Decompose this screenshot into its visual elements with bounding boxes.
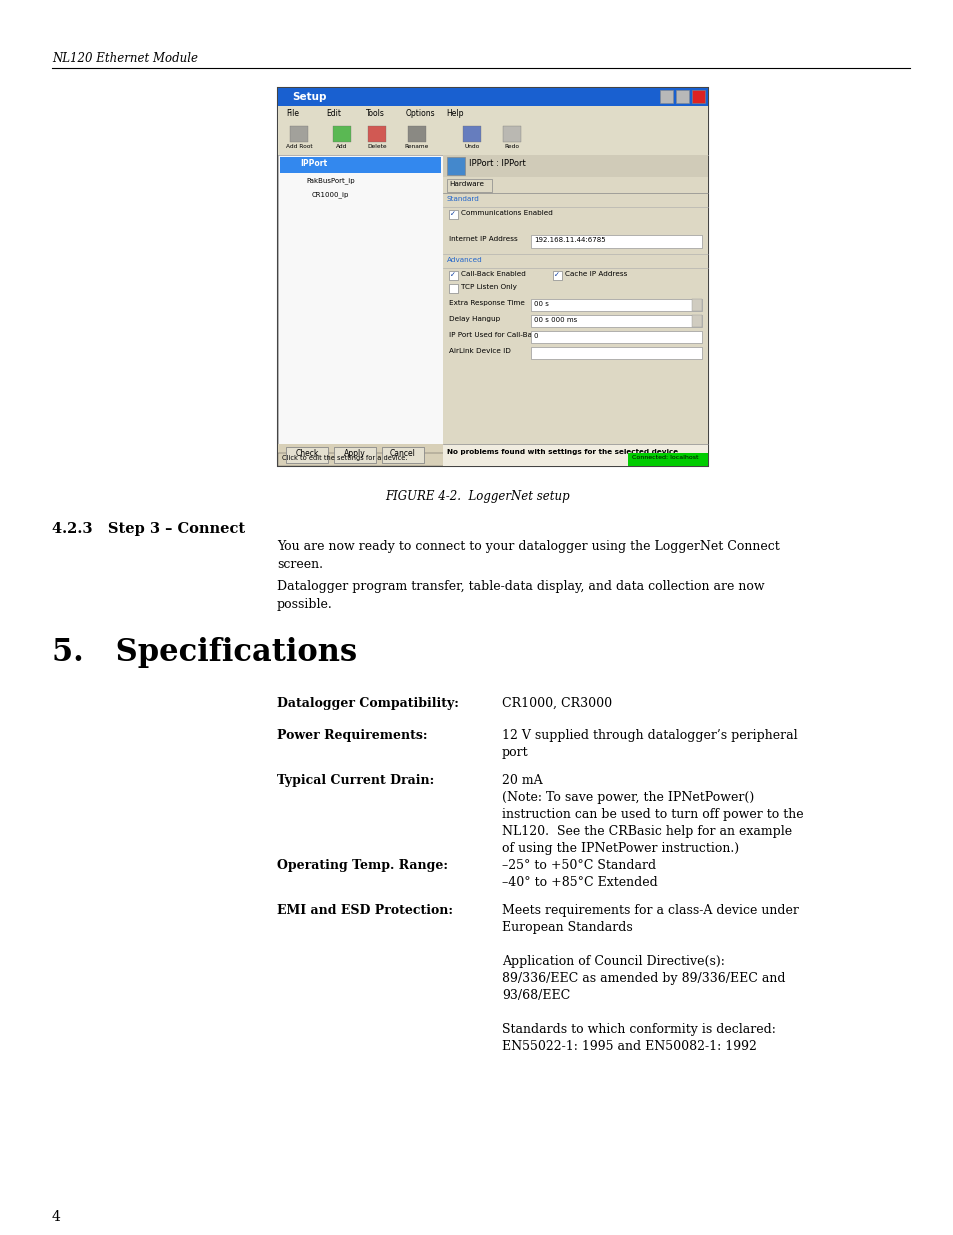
Text: Add: Add bbox=[336, 144, 347, 149]
Text: Edit: Edit bbox=[326, 109, 340, 119]
Bar bbox=[277, 88, 707, 106]
Bar bbox=[286, 447, 328, 463]
Bar bbox=[442, 156, 707, 177]
Bar bbox=[502, 126, 520, 142]
Text: Call-Back Enabled: Call-Back Enabled bbox=[460, 270, 525, 277]
Bar bbox=[553, 270, 561, 280]
Bar bbox=[280, 157, 440, 173]
Bar bbox=[691, 90, 704, 103]
Text: Rename: Rename bbox=[404, 144, 429, 149]
Text: Hardware: Hardware bbox=[449, 182, 483, 186]
Bar bbox=[447, 179, 492, 191]
Text: –25° to +50°C Standard
–40° to +85°C Extended: –25° to +50°C Standard –40° to +85°C Ext… bbox=[501, 860, 657, 889]
Text: Delete: Delete bbox=[367, 144, 386, 149]
Bar bbox=[531, 331, 701, 343]
Text: 0: 0 bbox=[534, 333, 537, 338]
Bar bbox=[442, 156, 707, 445]
Text: File: File bbox=[286, 109, 298, 119]
Text: Communications Enabled: Communications Enabled bbox=[460, 210, 553, 216]
Text: Undo: Undo bbox=[464, 144, 479, 149]
Text: You are now ready to connect to your datalogger using the LoggerNet Connect
scre: You are now ready to connect to your dat… bbox=[276, 540, 779, 571]
Text: IPPort: IPPort bbox=[299, 159, 327, 168]
Text: EMI and ESD Protection:: EMI and ESD Protection: bbox=[276, 904, 453, 918]
Bar bbox=[449, 210, 457, 219]
Text: ✓: ✓ bbox=[450, 272, 456, 278]
Text: Typical Current Drain:: Typical Current Drain: bbox=[276, 773, 434, 787]
Text: Click to edit the settings for a device.: Click to edit the settings for a device. bbox=[282, 454, 407, 461]
Text: 12 V supplied through datalogger’s peripheral
port: 12 V supplied through datalogger’s perip… bbox=[501, 729, 797, 758]
Text: 4.2.3   Step 3 – Connect: 4.2.3 Step 3 – Connect bbox=[52, 522, 245, 536]
Text: 192.168.11.44:6785: 192.168.11.44:6785 bbox=[534, 237, 605, 243]
Text: NL120 Ethernet Module: NL120 Ethernet Module bbox=[52, 52, 198, 65]
Bar bbox=[290, 126, 308, 142]
Text: Datalogger Compatibility:: Datalogger Compatibility: bbox=[276, 697, 458, 710]
Text: Advanced: Advanced bbox=[447, 257, 482, 263]
Bar bbox=[531, 315, 701, 327]
Text: Meets requirements for a class-A device under
European Standards

Application of: Meets requirements for a class-A device … bbox=[501, 904, 798, 1053]
Text: Extra Response Time: Extra Response Time bbox=[449, 300, 524, 306]
Text: Setup: Setup bbox=[292, 91, 326, 103]
Text: Power Requirements:: Power Requirements: bbox=[276, 729, 427, 741]
Text: Operating Temp. Range:: Operating Temp. Range: bbox=[276, 860, 448, 872]
Text: TCP Listen Only: TCP Listen Only bbox=[460, 284, 517, 290]
Text: Standard: Standard bbox=[447, 196, 479, 203]
Text: Connected: localhost: Connected: localhost bbox=[631, 454, 698, 459]
Text: 00 s 000 ms: 00 s 000 ms bbox=[534, 317, 577, 324]
Text: 00 s: 00 s bbox=[534, 301, 548, 308]
Bar bbox=[277, 88, 707, 466]
Bar bbox=[442, 445, 707, 466]
Text: Delay Hangup: Delay Hangup bbox=[449, 316, 499, 322]
Bar bbox=[277, 445, 707, 466]
Text: IP Port Used for Call-Back: IP Port Used for Call-Back bbox=[449, 332, 539, 338]
Bar bbox=[408, 126, 426, 142]
Bar bbox=[462, 126, 480, 142]
Text: Redo: Redo bbox=[504, 144, 519, 149]
Text: Internet IP Address: Internet IP Address bbox=[449, 236, 517, 242]
Bar bbox=[447, 157, 464, 175]
Bar bbox=[277, 156, 442, 445]
Text: 5.   Specifications: 5. Specifications bbox=[52, 637, 356, 668]
Bar bbox=[333, 126, 351, 142]
Text: Add Root: Add Root bbox=[285, 144, 312, 149]
Text: CR1000, CR3000: CR1000, CR3000 bbox=[501, 697, 612, 710]
Bar bbox=[691, 315, 701, 327]
Bar bbox=[277, 106, 707, 121]
Text: FIGURE 4-2.  LoggerNet setup: FIGURE 4-2. LoggerNet setup bbox=[384, 490, 569, 503]
Bar bbox=[277, 121, 707, 156]
Text: Apply: Apply bbox=[344, 450, 366, 458]
Text: Options: Options bbox=[406, 109, 436, 119]
Text: Datalogger program transfer, table-data display, and data collection are now
pos: Datalogger program transfer, table-data … bbox=[276, 580, 763, 610]
Bar bbox=[449, 284, 457, 293]
Bar bbox=[277, 453, 707, 466]
Text: Cancel: Cancel bbox=[390, 450, 416, 458]
Text: Help: Help bbox=[446, 109, 463, 119]
Bar bbox=[449, 270, 457, 280]
Text: Cache IP Address: Cache IP Address bbox=[564, 270, 627, 277]
Text: 20 mA
(Note: To save power, the IPNetPower()
instruction can be used to turn off: 20 mA (Note: To save power, the IPNetPow… bbox=[501, 773, 802, 855]
Text: 4: 4 bbox=[52, 1210, 61, 1224]
Text: Check: Check bbox=[295, 450, 318, 458]
Bar bbox=[659, 90, 672, 103]
Bar bbox=[691, 299, 701, 311]
Text: No problems found with settings for the selected device: No problems found with settings for the … bbox=[447, 450, 678, 454]
Bar bbox=[334, 447, 375, 463]
Text: ✓: ✓ bbox=[450, 211, 456, 217]
Bar bbox=[381, 447, 423, 463]
Bar bbox=[531, 235, 701, 248]
Text: Tools: Tools bbox=[366, 109, 384, 119]
Bar bbox=[531, 299, 701, 311]
Bar bbox=[676, 90, 688, 103]
Text: CR1000_ip: CR1000_ip bbox=[312, 191, 349, 198]
Bar bbox=[531, 347, 701, 359]
Text: PakBusPort_ip: PakBusPort_ip bbox=[306, 177, 355, 184]
Text: IPPort : IPPort: IPPort : IPPort bbox=[469, 159, 525, 168]
Text: ✓: ✓ bbox=[554, 272, 559, 278]
Bar bbox=[368, 126, 386, 142]
Bar bbox=[627, 453, 707, 466]
Text: AirLink Device ID: AirLink Device ID bbox=[449, 348, 511, 354]
